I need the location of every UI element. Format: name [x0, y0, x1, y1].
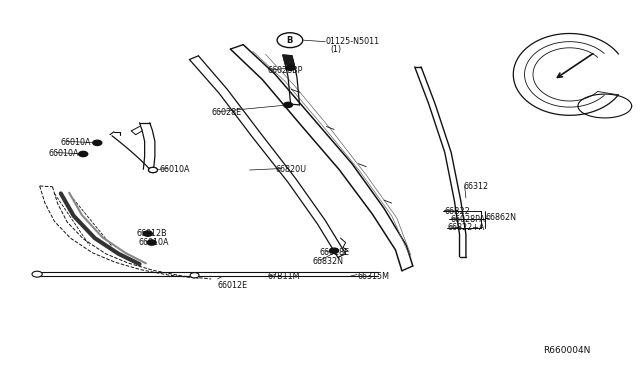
Text: 66028PA: 66028PA — [451, 215, 485, 224]
Polygon shape — [283, 55, 294, 65]
Circle shape — [277, 33, 303, 48]
Text: B: B — [287, 36, 293, 45]
Text: 66028BP: 66028BP — [268, 66, 303, 75]
Circle shape — [330, 248, 339, 253]
Text: 66012E: 66012E — [218, 281, 248, 290]
Text: 66010A: 66010A — [160, 165, 191, 174]
Text: 66315M: 66315M — [357, 272, 389, 281]
Circle shape — [148, 167, 157, 173]
Text: 66010A: 66010A — [60, 138, 91, 147]
Text: 66010A: 66010A — [138, 238, 169, 247]
Circle shape — [143, 231, 152, 236]
Circle shape — [286, 65, 295, 70]
Text: 66B22: 66B22 — [444, 207, 470, 216]
Text: R660004N: R660004N — [543, 346, 590, 355]
Text: 66862N: 66862N — [485, 213, 516, 222]
Text: 67B11M: 67B11M — [268, 272, 300, 281]
Text: (1): (1) — [330, 45, 341, 54]
Text: 66012B: 66012B — [136, 229, 167, 238]
Circle shape — [79, 151, 88, 157]
Text: 01125-N5011: 01125-N5011 — [325, 37, 380, 46]
Text: 66832N: 66832N — [312, 257, 343, 266]
Circle shape — [190, 273, 199, 278]
Text: 66028E: 66028E — [320, 248, 350, 257]
Text: 66820U: 66820U — [275, 165, 307, 174]
Circle shape — [148, 167, 157, 173]
Text: 66312: 66312 — [463, 182, 488, 191]
Circle shape — [32, 271, 42, 277]
Text: 66010A: 66010A — [49, 149, 79, 158]
Text: 66822+A: 66822+A — [448, 223, 485, 232]
Text: 66028E: 66028E — [211, 108, 241, 117]
Circle shape — [284, 102, 292, 108]
Circle shape — [93, 140, 102, 145]
Circle shape — [147, 240, 156, 245]
